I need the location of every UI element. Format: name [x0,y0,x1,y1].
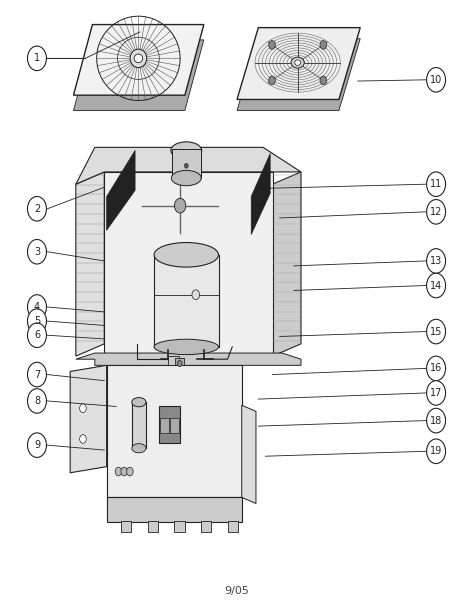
Polygon shape [251,154,270,235]
Ellipse shape [134,54,143,63]
Circle shape [27,295,46,319]
Text: 14: 14 [430,281,442,290]
Circle shape [80,404,86,413]
Circle shape [80,435,86,443]
Text: 7: 7 [34,370,40,379]
Text: 12: 12 [430,207,442,217]
Circle shape [427,172,446,196]
Polygon shape [107,497,242,522]
Polygon shape [76,353,301,365]
Text: 3: 3 [34,247,40,257]
Bar [160,418,169,433]
Polygon shape [104,172,273,356]
Text: 13: 13 [430,256,442,266]
Text: 2: 2 [34,204,40,214]
Circle shape [427,249,446,273]
Circle shape [121,467,128,476]
Polygon shape [237,28,360,99]
Polygon shape [76,172,104,356]
Text: 10: 10 [430,75,442,85]
Text: 11: 11 [430,179,442,189]
Text: 16: 16 [430,363,442,373]
Circle shape [27,196,46,221]
Circle shape [320,41,327,49]
Text: 18: 18 [430,416,442,426]
Bar [175,358,184,365]
Circle shape [269,41,275,49]
Polygon shape [73,40,204,111]
Polygon shape [76,147,301,184]
Circle shape [320,76,327,85]
Polygon shape [273,172,301,356]
Ellipse shape [172,170,201,185]
Bar [174,521,184,532]
Circle shape [427,68,446,92]
Polygon shape [242,405,256,503]
Bar [201,521,211,532]
Ellipse shape [132,443,146,453]
Ellipse shape [130,49,146,68]
Ellipse shape [295,60,301,66]
Ellipse shape [154,339,219,355]
Circle shape [427,273,446,298]
Circle shape [427,319,446,344]
Text: 1: 1 [34,53,40,63]
Circle shape [427,408,446,433]
Polygon shape [73,25,204,95]
Text: 17: 17 [430,388,442,398]
Polygon shape [70,365,107,473]
Bar [228,521,238,532]
Circle shape [174,198,186,213]
Circle shape [127,467,133,476]
Circle shape [427,439,446,464]
Bar [168,356,179,365]
Polygon shape [154,255,219,347]
Text: 15: 15 [430,327,442,336]
Bar [147,521,158,532]
Text: 8: 8 [34,396,40,406]
Text: 4: 4 [34,302,40,312]
Bar [170,418,179,433]
Bar [172,149,201,178]
Ellipse shape [291,57,304,68]
Circle shape [27,433,46,457]
Circle shape [27,309,46,333]
Ellipse shape [132,398,146,406]
Circle shape [27,362,46,387]
Circle shape [177,360,182,367]
Text: 9/05: 9/05 [225,586,249,596]
Text: 5: 5 [34,316,40,326]
Circle shape [192,290,200,300]
Circle shape [27,239,46,264]
Circle shape [427,381,446,405]
Circle shape [115,467,122,476]
Circle shape [427,356,446,381]
Circle shape [27,46,46,71]
Circle shape [27,389,46,413]
Bar [132,402,146,448]
Circle shape [27,323,46,348]
Text: 19: 19 [430,446,442,456]
Ellipse shape [171,142,202,159]
Circle shape [427,200,446,224]
Circle shape [184,163,188,168]
Circle shape [269,76,275,85]
Text: 6: 6 [34,330,40,340]
Bar [121,521,131,532]
Text: 9: 9 [34,440,40,450]
Polygon shape [107,150,135,230]
Ellipse shape [154,243,219,267]
Polygon shape [107,365,242,497]
Bar [159,406,180,443]
Polygon shape [237,39,360,111]
